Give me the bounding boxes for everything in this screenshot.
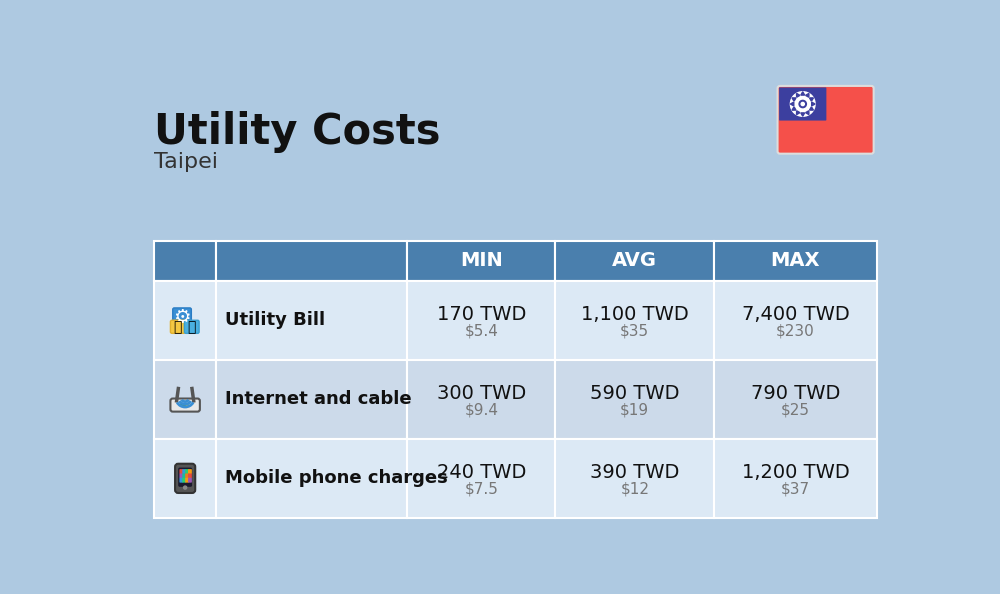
Polygon shape (806, 110, 809, 115)
Text: 1,100 TWD: 1,100 TWD (581, 305, 689, 324)
FancyBboxPatch shape (714, 241, 877, 281)
FancyBboxPatch shape (216, 439, 407, 518)
FancyBboxPatch shape (407, 241, 555, 281)
FancyBboxPatch shape (778, 86, 874, 154)
Polygon shape (790, 102, 794, 106)
FancyBboxPatch shape (154, 281, 216, 360)
Text: Utility Costs: Utility Costs (154, 111, 441, 153)
Polygon shape (797, 93, 800, 97)
FancyBboxPatch shape (555, 360, 714, 439)
Text: 300 TWD: 300 TWD (437, 384, 526, 403)
Circle shape (183, 404, 185, 406)
FancyBboxPatch shape (555, 281, 714, 360)
FancyBboxPatch shape (185, 473, 189, 478)
FancyBboxPatch shape (185, 478, 189, 483)
FancyBboxPatch shape (182, 469, 186, 474)
FancyBboxPatch shape (714, 360, 877, 439)
FancyBboxPatch shape (407, 360, 555, 439)
FancyBboxPatch shape (216, 281, 407, 360)
FancyBboxPatch shape (555, 241, 714, 281)
Text: $5.4: $5.4 (464, 324, 498, 339)
Text: $35: $35 (620, 324, 649, 339)
FancyBboxPatch shape (188, 473, 192, 478)
FancyBboxPatch shape (170, 399, 200, 412)
FancyBboxPatch shape (179, 473, 183, 478)
FancyBboxPatch shape (407, 439, 555, 518)
Polygon shape (801, 113, 805, 116)
FancyBboxPatch shape (154, 360, 216, 439)
Text: 170 TWD: 170 TWD (437, 305, 526, 324)
Text: $230: $230 (776, 324, 815, 339)
Polygon shape (792, 107, 796, 110)
Circle shape (184, 486, 187, 489)
Polygon shape (801, 91, 805, 95)
Circle shape (180, 404, 182, 406)
FancyBboxPatch shape (154, 241, 216, 281)
Text: $12: $12 (620, 482, 649, 497)
FancyBboxPatch shape (170, 320, 185, 333)
Polygon shape (810, 98, 813, 101)
Text: AVG: AVG (612, 251, 657, 270)
Text: $9.4: $9.4 (464, 403, 498, 418)
Polygon shape (792, 98, 796, 101)
Text: Taipei: Taipei (154, 152, 218, 172)
FancyBboxPatch shape (182, 478, 186, 483)
Text: $19: $19 (620, 403, 649, 418)
Text: 390 TWD: 390 TWD (590, 463, 679, 482)
FancyBboxPatch shape (184, 320, 199, 333)
FancyBboxPatch shape (407, 281, 555, 360)
Text: 240 TWD: 240 TWD (437, 463, 526, 482)
FancyBboxPatch shape (714, 439, 877, 518)
FancyBboxPatch shape (216, 360, 407, 439)
FancyBboxPatch shape (555, 439, 714, 518)
Circle shape (186, 404, 189, 406)
FancyBboxPatch shape (154, 439, 216, 518)
Polygon shape (810, 107, 813, 110)
FancyBboxPatch shape (188, 478, 192, 483)
Polygon shape (806, 93, 809, 97)
Circle shape (799, 100, 806, 108)
Text: Internet and cable: Internet and cable (225, 390, 412, 408)
FancyBboxPatch shape (173, 308, 191, 327)
Polygon shape (797, 110, 800, 115)
Circle shape (790, 91, 815, 116)
FancyBboxPatch shape (179, 478, 183, 483)
Text: 790 TWD: 790 TWD (751, 384, 840, 403)
Circle shape (796, 97, 809, 110)
FancyBboxPatch shape (182, 473, 186, 478)
FancyBboxPatch shape (178, 467, 192, 487)
FancyBboxPatch shape (714, 281, 877, 360)
FancyBboxPatch shape (188, 469, 192, 474)
FancyBboxPatch shape (179, 469, 183, 474)
FancyBboxPatch shape (185, 469, 189, 474)
Polygon shape (812, 102, 815, 106)
Text: $25: $25 (781, 403, 810, 418)
Text: $37: $37 (781, 482, 810, 497)
Text: Mobile phone charges: Mobile phone charges (225, 469, 448, 487)
FancyBboxPatch shape (175, 464, 195, 493)
Text: ⚙: ⚙ (173, 308, 191, 327)
Circle shape (801, 102, 804, 106)
Text: $7.5: $7.5 (464, 482, 498, 497)
Text: 1,200 TWD: 1,200 TWD (742, 463, 849, 482)
Text: 💧: 💧 (187, 320, 196, 334)
Text: 🔌: 🔌 (174, 320, 182, 334)
Text: 7,400 TWD: 7,400 TWD (742, 305, 849, 324)
Text: MIN: MIN (460, 251, 503, 270)
FancyBboxPatch shape (779, 87, 826, 121)
Text: Utility Bill: Utility Bill (225, 311, 325, 329)
Text: 590 TWD: 590 TWD (590, 384, 680, 403)
FancyBboxPatch shape (216, 241, 407, 281)
Text: MAX: MAX (771, 251, 820, 270)
